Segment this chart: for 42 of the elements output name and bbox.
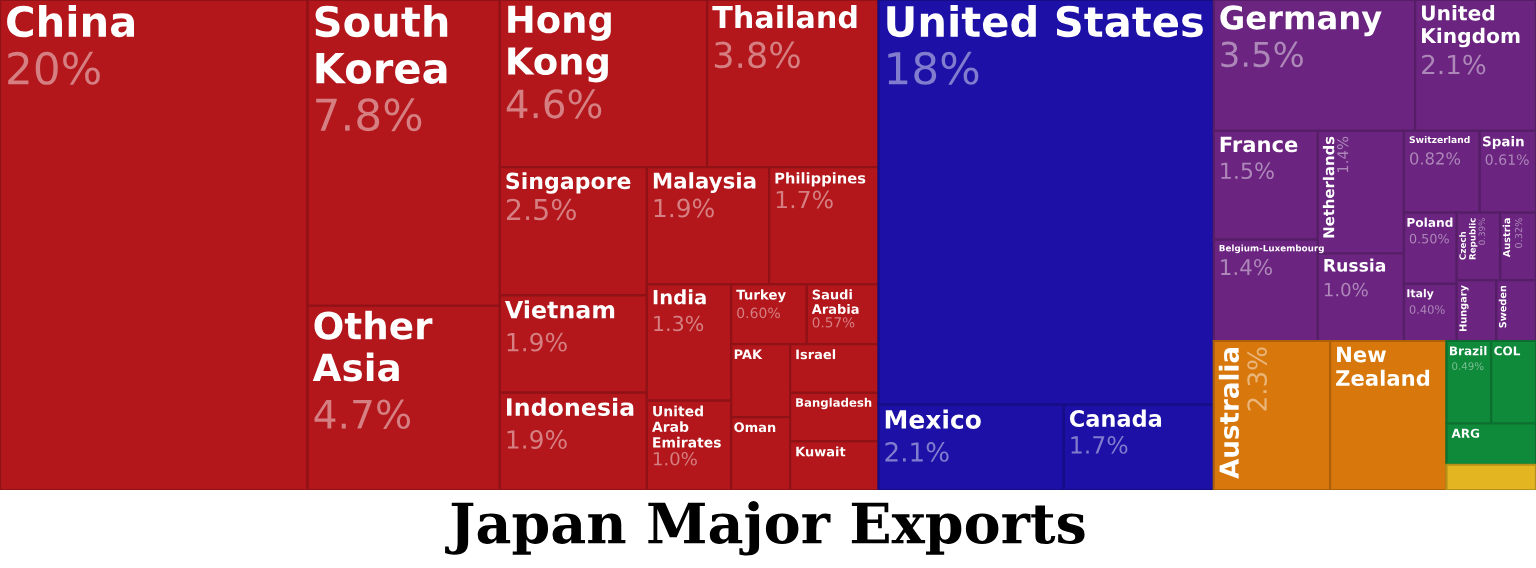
- data-label: 1.5%: [1221, 162, 1274, 180]
- data-label: 2.1%: [1422, 54, 1486, 75]
- category-label: Indonesia: [507, 397, 634, 417]
- data-label: 1.7%: [1071, 436, 1128, 454]
- category-label: Russia: [1324, 258, 1386, 272]
- data-label: 3.5%: [1221, 41, 1303, 68]
- data-label: 1.9%: [507, 332, 567, 352]
- data-label: 1.7%: [776, 190, 833, 209]
- category-label: China: [7, 5, 135, 38]
- category-label: Mexico: [885, 409, 981, 429]
- category-label: Canada: [1069, 409, 1162, 427]
- data-label: 1.9%: [507, 430, 567, 449]
- category-label: Vietnam: [504, 300, 615, 319]
- data-label: 4.6%: [506, 89, 602, 119]
- data-label: 4.7%: [314, 399, 411, 430]
- category-label: United Kingdom: [1422, 5, 1520, 48]
- data-label: 0.82%: [1410, 152, 1461, 165]
- category-label: Other Asia: [312, 310, 433, 382]
- category-label: United States: [887, 5, 1203, 38]
- category-label: Hong Kong: [508, 5, 611, 83]
- data-label: 20%: [8, 51, 100, 85]
- data-label: 1.0%: [1324, 282, 1368, 297]
- data-label: 3.8%: [714, 41, 800, 69]
- data-label: 1.0%: [653, 451, 697, 466]
- category-label: South Korea: [315, 5, 448, 84]
- data-label: 1.4%: [1221, 258, 1272, 276]
- text: Japan Major Exports: [445, 500, 1085, 556]
- data-label: 2.1%: [885, 442, 949, 462]
- data-label: 2.5%: [506, 198, 576, 221]
- data-label: 18%: [888, 51, 979, 85]
- category-label: Thailand: [712, 5, 857, 29]
- category-label: France: [1220, 136, 1298, 153]
- data-label: 1.9%: [654, 198, 714, 218]
- category-label: Australia: [1218, 348, 1240, 479]
- data-label: 2.3%: [1247, 347, 1268, 411]
- data-label: 1.3%: [654, 315, 704, 332]
- category-label: Malaysia: [653, 172, 756, 194]
- category-label: Germany: [1220, 5, 1382, 37]
- category-label: Singapore: [506, 172, 631, 194]
- category-label: India: [653, 289, 706, 305]
- data-label: 7.8%: [316, 98, 422, 132]
- category-label: New Zealand: [1336, 346, 1430, 387]
